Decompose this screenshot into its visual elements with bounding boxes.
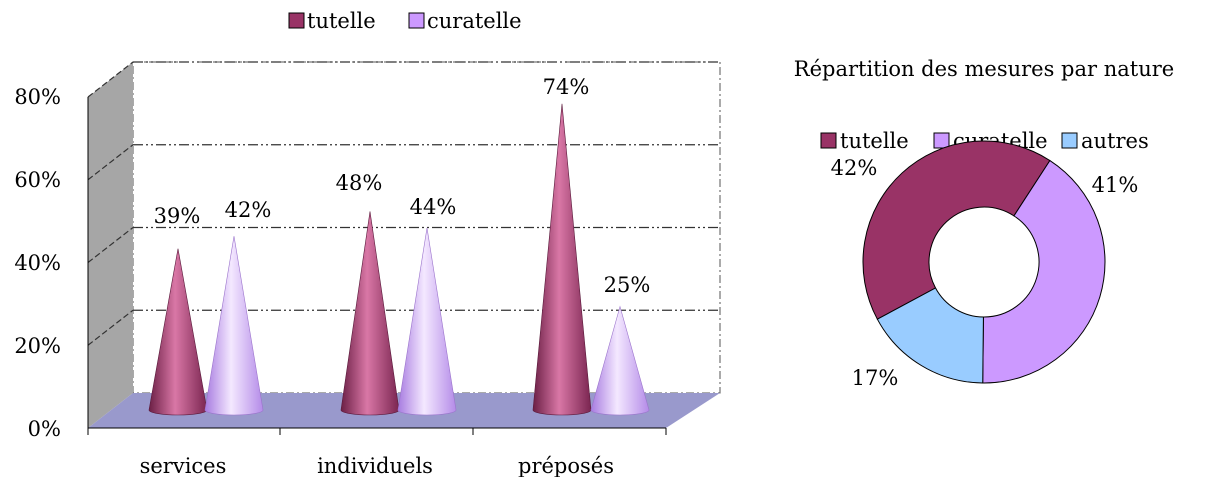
cone-body bbox=[590, 305, 650, 416]
data-label: 42% bbox=[225, 198, 272, 222]
donut-slice-autres bbox=[876, 287, 984, 384]
cones bbox=[148, 103, 650, 416]
donut-slices bbox=[862, 140, 1106, 384]
gridline bbox=[87, 144, 134, 181]
y-tick-label: 0% bbox=[28, 417, 61, 441]
data-label: 39% bbox=[154, 204, 201, 228]
legend-swatch-autres bbox=[1061, 132, 1078, 149]
x-category-labels: services individuels préposés bbox=[140, 454, 614, 477]
y-tick-label: 40% bbox=[14, 251, 61, 275]
cone-curatelle-individuels bbox=[397, 227, 457, 416]
legend-swatch-curatelle bbox=[933, 132, 950, 149]
y-tick-label: 20% bbox=[14, 334, 61, 358]
data-label: 44% bbox=[410, 195, 457, 219]
legend-label-tutelle: tutelle bbox=[307, 9, 376, 33]
cone-tutelle-préposés bbox=[532, 103, 592, 416]
legend-swatch-curatelle bbox=[408, 12, 425, 29]
x-category-label: préposés bbox=[518, 454, 614, 477]
gridline bbox=[87, 61, 134, 98]
donut-title: Répartition des mesures par nature bbox=[794, 57, 1174, 81]
cone-body bbox=[532, 103, 592, 416]
y-tick-labels: 0% 20% 40% 60% 80% bbox=[14, 85, 61, 441]
slice-label-curatelle: 41% bbox=[1092, 173, 1139, 197]
x-category-label: individuels bbox=[317, 454, 433, 477]
cone-data-labels: 39% 42% 48% 44% 74% 25% bbox=[154, 75, 651, 297]
cone-chart: tutelle curatelle 0% 20% 40% 60% 80% bbox=[14, 9, 721, 477]
slice-label-autres: 17% bbox=[852, 366, 899, 390]
legend-label-autres: autres bbox=[1081, 129, 1149, 153]
gridline bbox=[87, 227, 134, 263]
legend-swatch-tutelle bbox=[820, 132, 837, 149]
donut-chart: Répartition des mesures par nature tutel… bbox=[794, 57, 1174, 390]
data-label: 74% bbox=[543, 75, 590, 99]
axes bbox=[87, 97, 667, 435]
y-tick-label: 80% bbox=[14, 85, 61, 109]
slice-label-tutelle: 42% bbox=[831, 156, 878, 180]
legend-label-tutelle: tutelle bbox=[840, 129, 909, 153]
y-tick-label: 60% bbox=[14, 168, 61, 192]
cone-body bbox=[397, 227, 457, 416]
legend-swatch-tutelle bbox=[288, 12, 305, 29]
donut-slice-tutelle bbox=[862, 140, 1051, 320]
cone-chart-legend: tutelle curatelle bbox=[288, 9, 522, 33]
data-label: 48% bbox=[336, 171, 383, 195]
data-label: 25% bbox=[604, 273, 651, 297]
legend-label-curatelle: curatelle bbox=[427, 9, 522, 33]
gridline bbox=[87, 309, 134, 346]
cone-body bbox=[204, 236, 264, 416]
donut-slice-curatelle bbox=[982, 159, 1106, 384]
cone-curatelle-services bbox=[204, 236, 264, 416]
x-category-label: services bbox=[140, 454, 227, 477]
cone-curatelle-préposés bbox=[590, 305, 650, 416]
